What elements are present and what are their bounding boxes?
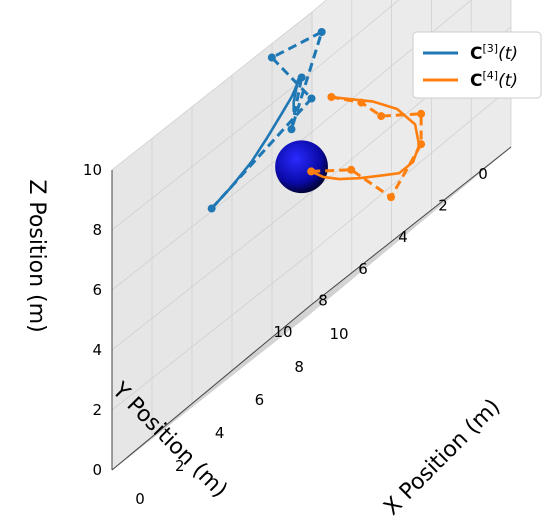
z-tick-label: 10 [83,161,102,179]
z-axis-label: Z Position (m) [24,179,49,332]
legend-label-arg: (t) [498,71,518,91]
y-axis-line [310,146,512,306]
gridline-wall-y-z [111,251,313,411]
control-point [417,140,426,149]
control-point [207,204,216,213]
trajectory-curve [309,95,421,181]
control-point [327,93,336,101]
gridline-wall-y-z [111,71,313,231]
control-point [307,94,316,103]
x-tick-label: 2 [175,457,185,475]
gridline-floor-y [191,241,392,408]
back-wall-y [112,12,312,470]
x-tick-label: 8 [294,358,304,376]
gridline-floor-y [151,273,352,439]
series-2 [307,93,426,202]
z-tick-label: 8 [92,221,102,239]
gridline-wall-x-z [311,0,400,73]
z-tick-label: 0 [92,461,102,479]
control-polygon [210,29,325,210]
gridline-wall-x-z [311,86,512,253]
gridline-wall-x-z [311,146,512,313]
legend-label-base: C [470,44,482,64]
control-point [287,125,296,134]
axis-lines [111,146,512,471]
gridline-wall-y-z [111,191,313,351]
control-point [357,98,366,107]
trajectory-curve [210,74,302,210]
x-tick-label: 10 [329,325,348,343]
control-point [307,167,316,176]
x-axis-label: X Position (m) [379,394,505,520]
series-layer [207,28,426,213]
legend-label: C[4](t) [470,69,518,91]
x-tick-label: 4 [215,424,225,442]
x-tick-label: 6 [255,391,265,409]
y-tick-label: 0 [478,165,488,183]
gridline-floor-y [231,209,432,376]
y-tick-label: 4 [398,228,408,246]
z-tick-label: 2 [92,401,102,419]
x-axis-line [111,304,312,471]
obstacle-sphere [275,140,328,194]
legend-label-arg: (t) [498,44,518,64]
series-1 [207,28,326,213]
y-tick-label: 2 [438,197,448,215]
control-point [387,193,396,202]
z-tick-label: 4 [92,341,102,359]
control-polygon [311,95,423,200]
control-point [377,112,386,121]
gridline-wall-y-z [111,11,313,171]
gridline-wall-y-z [111,311,313,471]
y-tick-label: 6 [358,260,368,278]
gridline-wall-x-z [311,0,472,133]
control-point [417,109,426,118]
x-tick-label: 0 [135,490,145,508]
legend-label-base: C [470,71,482,91]
control-point [347,165,356,174]
control-point [317,28,326,36]
control-point [267,53,276,62]
legend: C[3](t)C[4](t) [412,31,542,99]
legend-label: C[3](t) [470,42,518,64]
legend-label-sup: [4] [482,69,498,82]
z-tick-label: 6 [92,281,102,299]
y-tick-label: 10 [273,323,292,341]
control-point [297,73,306,82]
y-tick-label: 8 [318,291,328,309]
legend-label-sup: [3] [482,42,498,55]
gridline-floor-y [271,178,472,344]
